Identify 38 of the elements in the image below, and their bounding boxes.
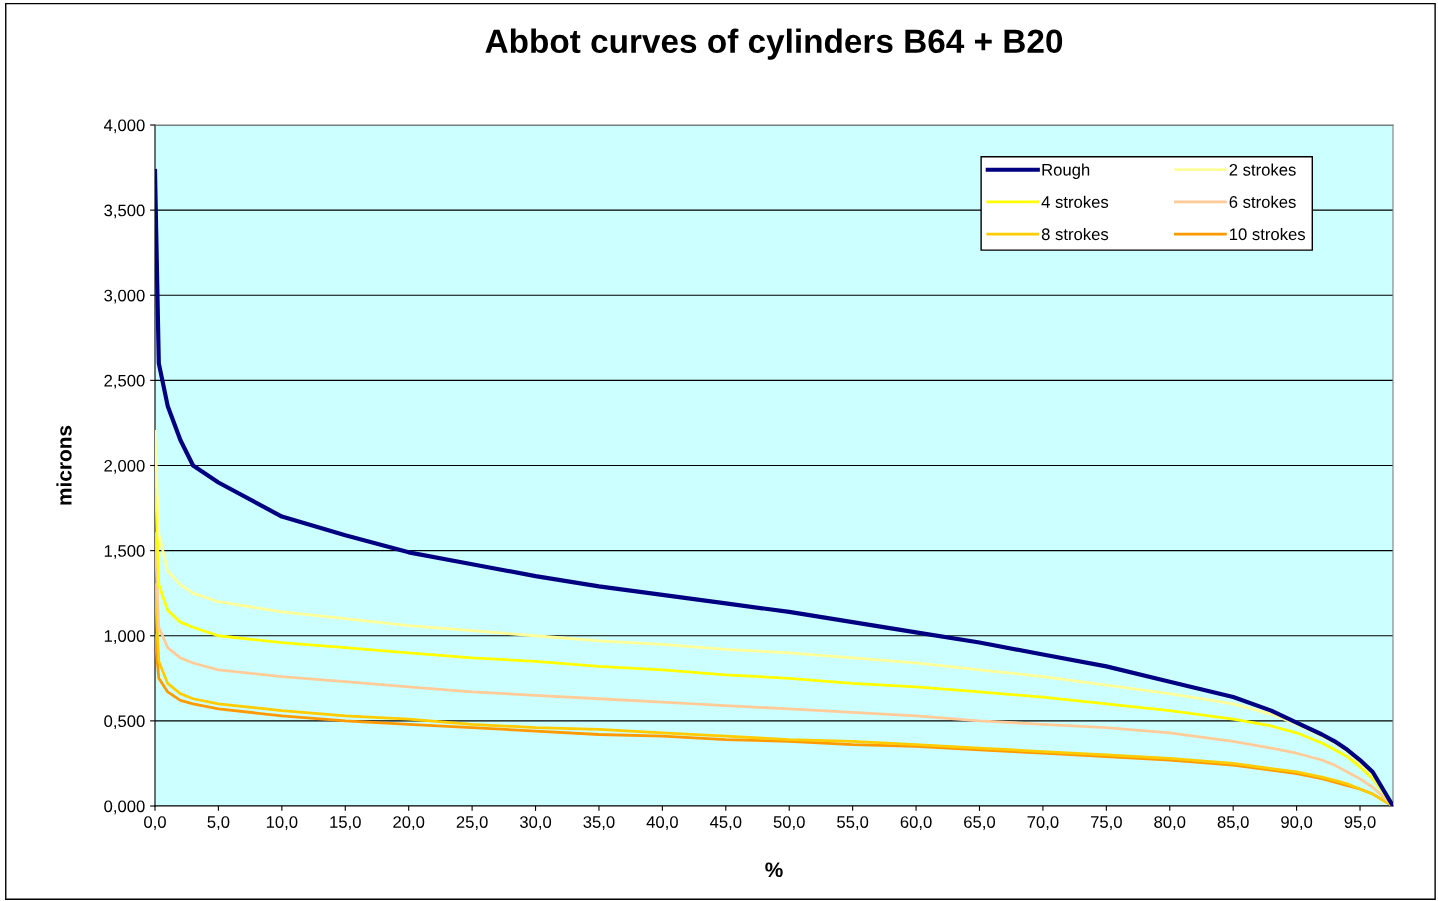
x-tick-label: 20,0 [393,816,425,830]
x-tick-label: 35,0 [583,816,615,830]
y-tick-label: 0,500 [104,715,145,730]
x-tick-label: 40,0 [646,816,678,830]
x-tick-label: 0,0 [144,816,166,830]
x-tick-label: 50,0 [773,816,805,830]
legend-label: 4 strokes [1041,195,1109,208]
y-tick-label: 1,000 [104,630,145,644]
x-tick-label: 95,0 [1344,816,1376,830]
y-tick-label: 2,500 [104,374,145,389]
y-tick-label: 1,500 [104,545,145,559]
legend-label: 6 strokes [1229,195,1296,208]
x-tick-label: 30,0 [519,816,552,830]
x-tick-label: 85,0 [1217,816,1249,830]
chart-title: Abbot curves of cylinders B64 + B20 [485,28,1063,60]
legend-label: 10 strokes [1230,227,1306,241]
y-tick-label: 3,000 [104,289,145,304]
x-tick-label: 5,0 [207,816,230,830]
x-axis-title: % [765,862,783,878]
x-tick-label: 10,0 [266,816,298,830]
x-tick-label: 15,0 [330,816,361,830]
y-axis-title: microns [56,425,72,505]
x-tick-label: 65,0 [964,816,996,830]
x-tick-label: 45,0 [709,816,742,830]
y-tick-label: 0,000 [104,800,145,815]
x-tick-label: 25,0 [456,816,488,830]
x-tick-label: 90,0 [1281,816,1313,830]
legend-label: 2 strokes [1229,163,1296,176]
x-tick-label: 55,0 [837,816,869,830]
x-tick-label: 75,0 [1090,816,1122,830]
legend-label: 8 strokes [1041,227,1109,241]
y-tick-label: 2,000 [104,459,145,474]
x-tick-label: 80,0 [1154,816,1186,830]
y-tick-label: 4,000 [103,119,145,134]
y-tick-label: 3,500 [104,204,145,219]
x-tick-label: 70,0 [1027,816,1059,830]
x-tick-label: 60,0 [900,816,932,830]
legend-label: Rough [1042,163,1090,180]
